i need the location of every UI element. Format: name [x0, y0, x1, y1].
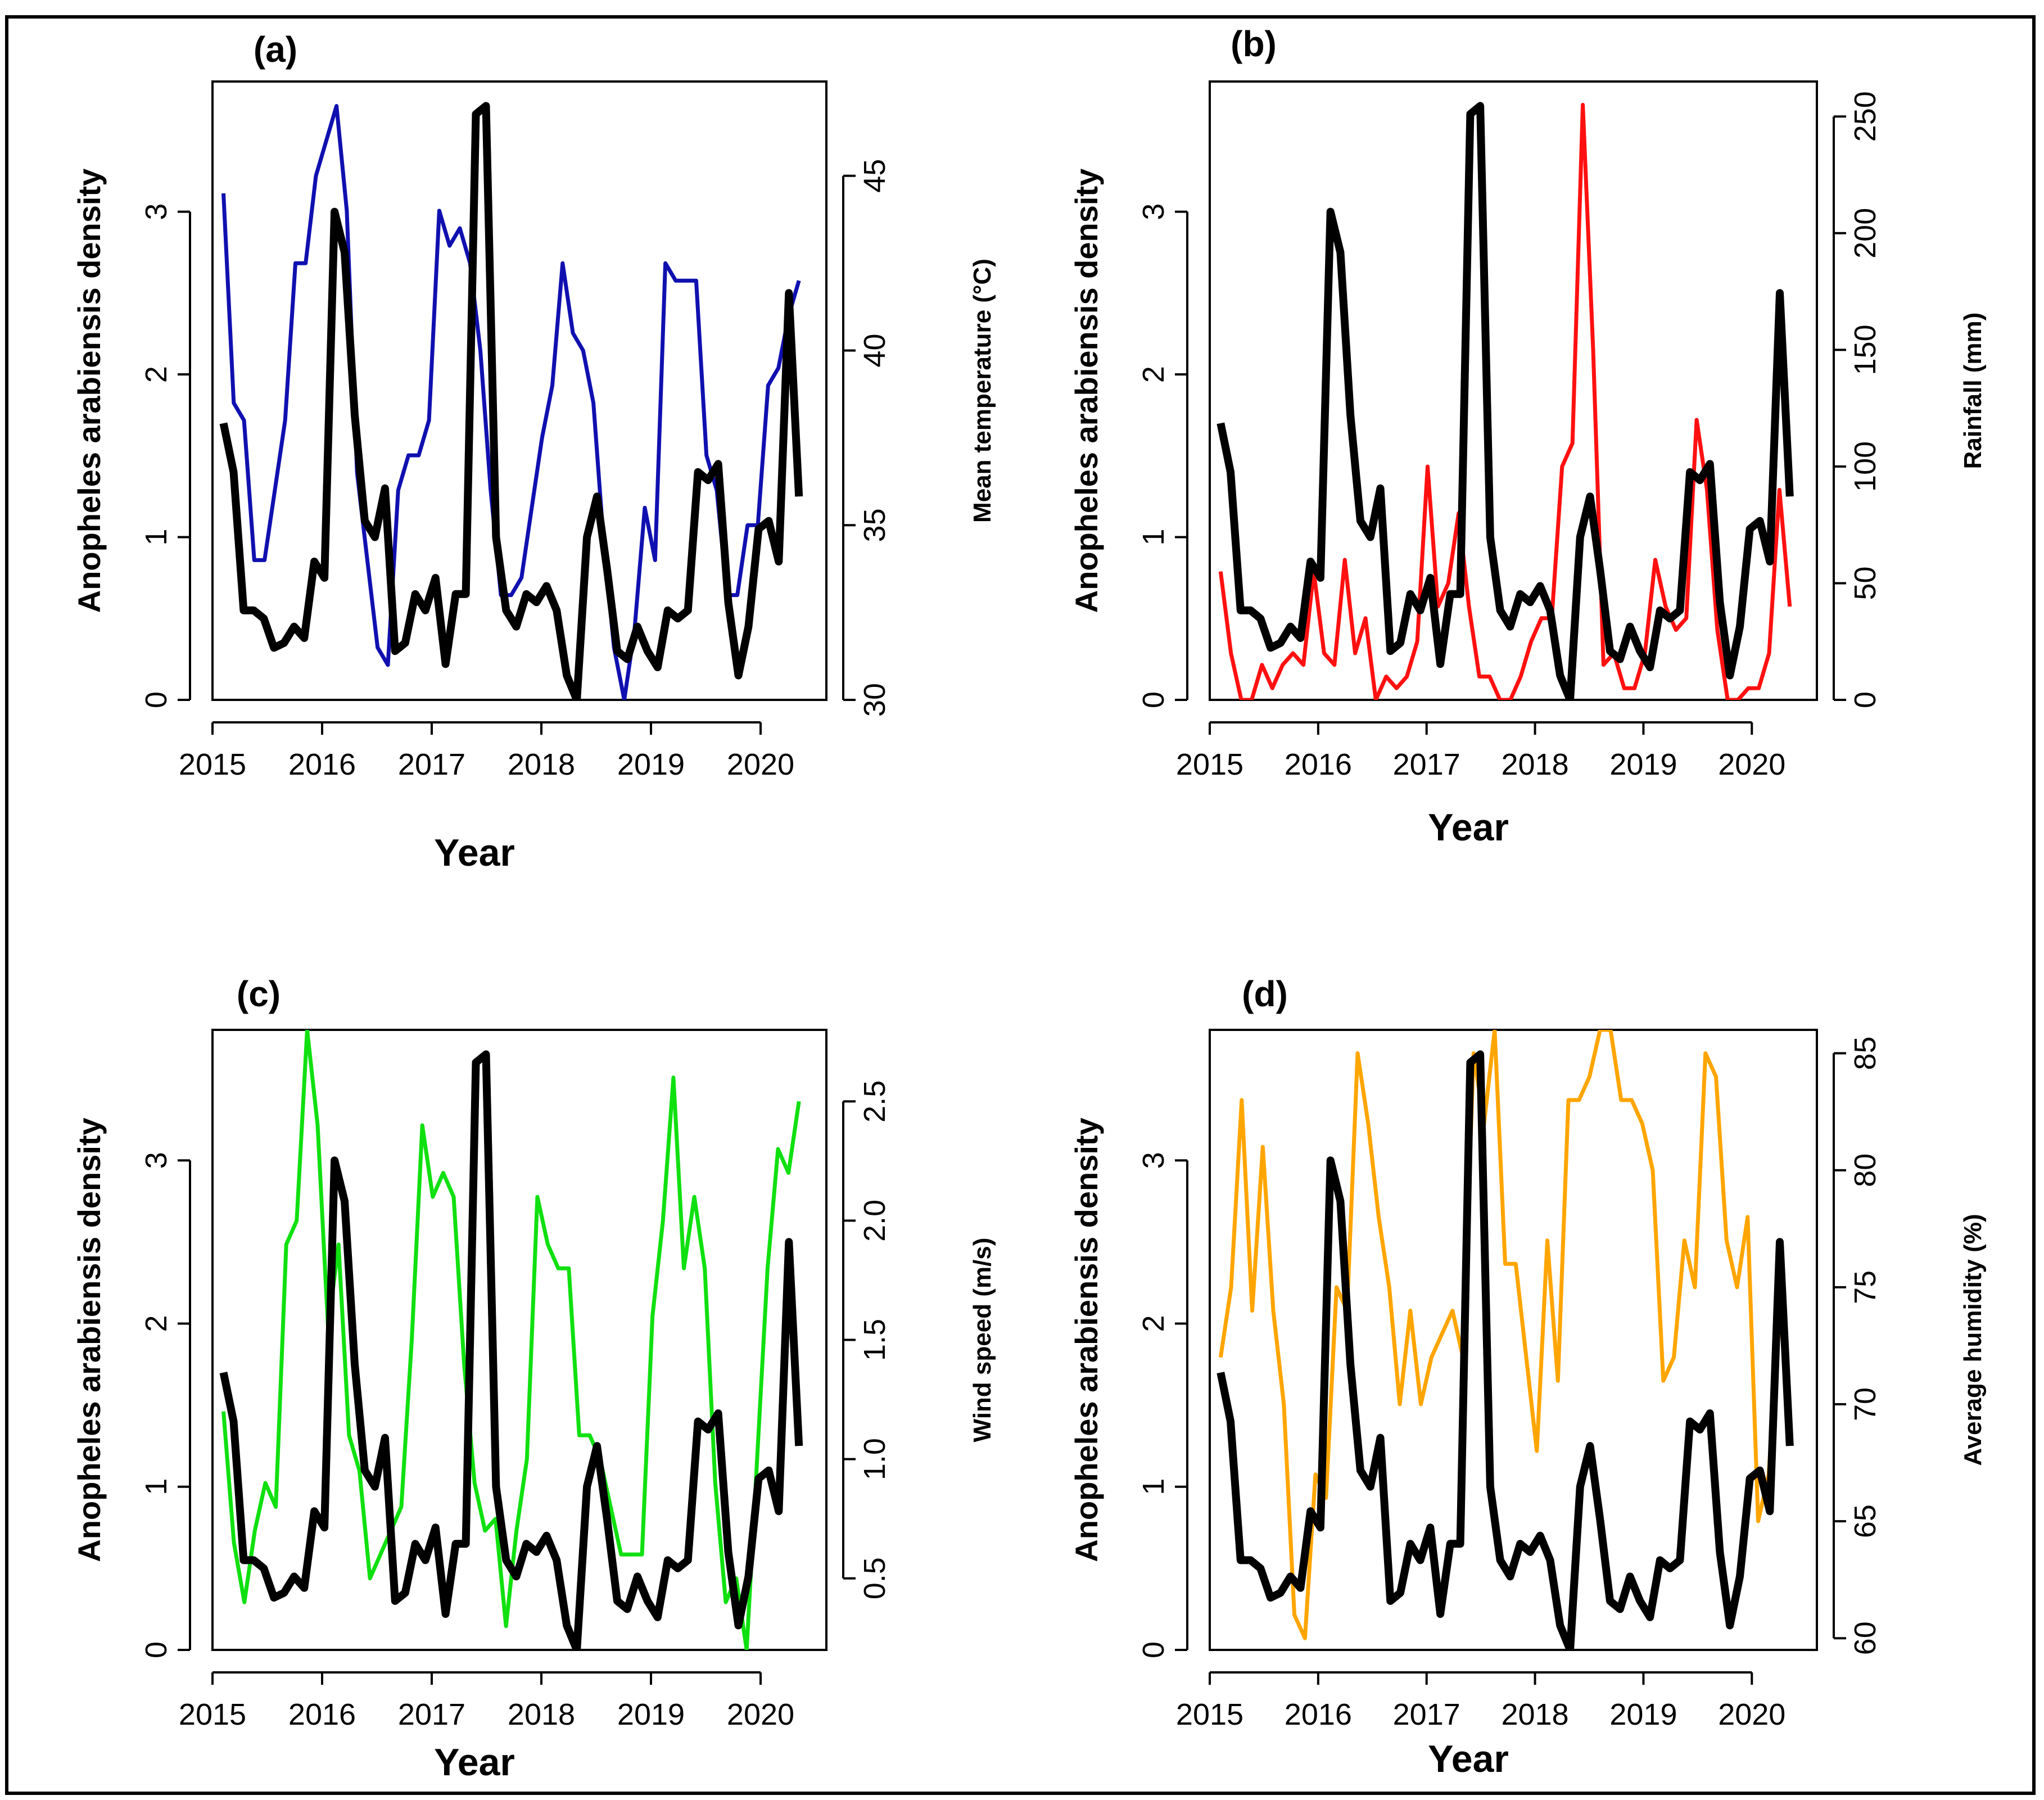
- y-tick-label: 0: [139, 691, 173, 708]
- x-tick-label: 2017: [398, 1698, 465, 1731]
- y2-tick-label: 1.0: [858, 1438, 892, 1480]
- y2-tick-label: 40: [858, 333, 892, 367]
- x-tick-label: 2018: [1502, 1698, 1569, 1731]
- x-axis-title: Year: [1428, 1738, 1509, 1780]
- panel-label: (b): [1231, 24, 1277, 64]
- y-tick-label: 1: [1137, 529, 1170, 546]
- panel-b: 2015 2016 2017 2018 2019 2020 0 1 2 3 0 50 100 150 200…: [1069, 24, 1987, 849]
- y2-tick-label: 30: [858, 683, 892, 717]
- y2-tick-label: 250: [1848, 91, 1882, 142]
- x-tick-label: 2018: [508, 1698, 575, 1731]
- x-tick-label: 2016: [288, 1698, 356, 1731]
- plot-frame: [211, 80, 827, 701]
- panel-a: 2015 2016 2017 2018 2019 2020 0 1 2 3 30 35 40 45 Anop…: [71, 29, 996, 874]
- y-tick-label: 3: [139, 1152, 173, 1169]
- x-tick-label: 2020: [727, 1698, 794, 1731]
- y-tick-label: 1: [1137, 1478, 1170, 1495]
- x-tick-label: 2019: [617, 1698, 685, 1731]
- plot-frame: [211, 1029, 827, 1651]
- y2-tick-label: 85: [1848, 1037, 1882, 1070]
- x-axis-title: Year: [434, 1741, 515, 1784]
- y2-tick-label: 200: [1848, 208, 1882, 259]
- y2-tick-label: 70: [1848, 1387, 1882, 1421]
- panel-label: (d): [1242, 974, 1288, 1014]
- y-axis-title: Anopheles arabiensis density: [1069, 1118, 1104, 1562]
- y2-tick-label: 75: [1848, 1270, 1882, 1304]
- y-tick-label: 2: [1137, 366, 1170, 383]
- x-tick-label: 2017: [1393, 1698, 1460, 1731]
- y2-axis-title: Wind speed (m/s): [969, 1238, 996, 1442]
- y-tick-label: 1: [139, 1478, 173, 1495]
- y2-tick-label: 2.5: [858, 1080, 892, 1123]
- panel-d: 2015 2016 2017 2018 2019 2020 0 1 2 3 60 65 70 75 80 85…: [1069, 974, 1987, 1780]
- x-tick-label: 2020: [1718, 1698, 1785, 1731]
- density-series-line: [219, 102, 803, 700]
- x-tick-label: 2016: [288, 748, 356, 781]
- panel-c: 2015 2016 2017 2018 2019 2020 0 1 2 3 0.5 1.0 1.5 2.0…: [71, 974, 996, 1784]
- x-tick-label: 2015: [179, 1698, 246, 1731]
- x-tick-label: 2018: [1502, 748, 1569, 781]
- y-axis-title: Anopheles arabiensis density: [71, 169, 107, 613]
- x-tick-label: 2015: [1176, 748, 1243, 781]
- climate-series-line: [1218, 1030, 1792, 1640]
- y2-tick-label: 80: [1848, 1154, 1882, 1187]
- panel-label: (a): [254, 29, 297, 70]
- y-tick-label: 3: [1137, 1152, 1170, 1169]
- y2-tick-label: 0: [1848, 691, 1882, 708]
- x-tick-label: 2016: [1285, 1698, 1352, 1731]
- y2-tick-label: 50: [1848, 566, 1882, 600]
- x-axis-title: Year: [1428, 806, 1509, 849]
- y2-tick-label: 60: [1848, 1621, 1882, 1655]
- y-tick-label: 0: [139, 1641, 173, 1658]
- y2-axis-title: Average humidity (%): [1959, 1214, 1987, 1466]
- y-tick-label: 2: [139, 366, 173, 383]
- y-tick-label: 2: [139, 1315, 173, 1332]
- y-tick-label: 0: [1137, 691, 1170, 708]
- y-tick-label: 3: [139, 203, 173, 220]
- y2-tick-label: 0.5: [858, 1557, 892, 1599]
- plot-frame: [1209, 80, 1818, 701]
- x-tick-label: 2019: [617, 748, 685, 781]
- x-axis-title: Year: [434, 831, 515, 874]
- y2-axis-title: Mean temperature (°C): [969, 259, 996, 523]
- x-tick-label: 2018: [508, 748, 575, 781]
- y-tick-label: 1: [139, 529, 173, 546]
- climate-series-line: [221, 104, 801, 700]
- y2-tick-label: 45: [858, 159, 892, 193]
- climate-series-line: [221, 1030, 801, 1650]
- plot-frame: [1209, 1029, 1818, 1651]
- x-tick-label: 2019: [1609, 748, 1677, 781]
- y2-tick-label: 100: [1848, 441, 1882, 492]
- y-axis-title: Anopheles arabiensis density: [1069, 169, 1104, 613]
- x-tick-label: 2015: [179, 748, 246, 781]
- x-tick-label: 2015: [1176, 1698, 1243, 1731]
- climate-series-line: [1218, 103, 1792, 700]
- x-tick-label: 2017: [398, 748, 465, 781]
- x-tick-label: 2016: [1285, 748, 1352, 781]
- y2-tick-label: 65: [1848, 1504, 1882, 1538]
- panel-label: (c): [237, 974, 281, 1014]
- y-tick-label: 3: [1137, 203, 1170, 220]
- y-tick-label: 2: [1137, 1315, 1170, 1332]
- x-tick-label: 2017: [1393, 748, 1460, 781]
- y2-tick-label: 150: [1848, 324, 1882, 375]
- y2-tick-label: 1.5: [858, 1319, 892, 1361]
- y-tick-label: 0: [1137, 1641, 1170, 1658]
- x-tick-label: 2020: [727, 748, 794, 781]
- y2-axis-title: Rainfall (mm): [1959, 313, 1987, 469]
- x-tick-label: 2020: [1718, 748, 1785, 781]
- density-series-line: [1217, 102, 1794, 700]
- density-series-line: [1217, 1050, 1794, 1650]
- x-tick-label: 2019: [1609, 1698, 1677, 1731]
- y2-tick-label: 35: [858, 508, 892, 542]
- density-series-line: [219, 1050, 803, 1650]
- y-axis-title: Anopheles arabiensis density: [71, 1118, 107, 1562]
- y2-tick-label: 2.0: [858, 1200, 892, 1242]
